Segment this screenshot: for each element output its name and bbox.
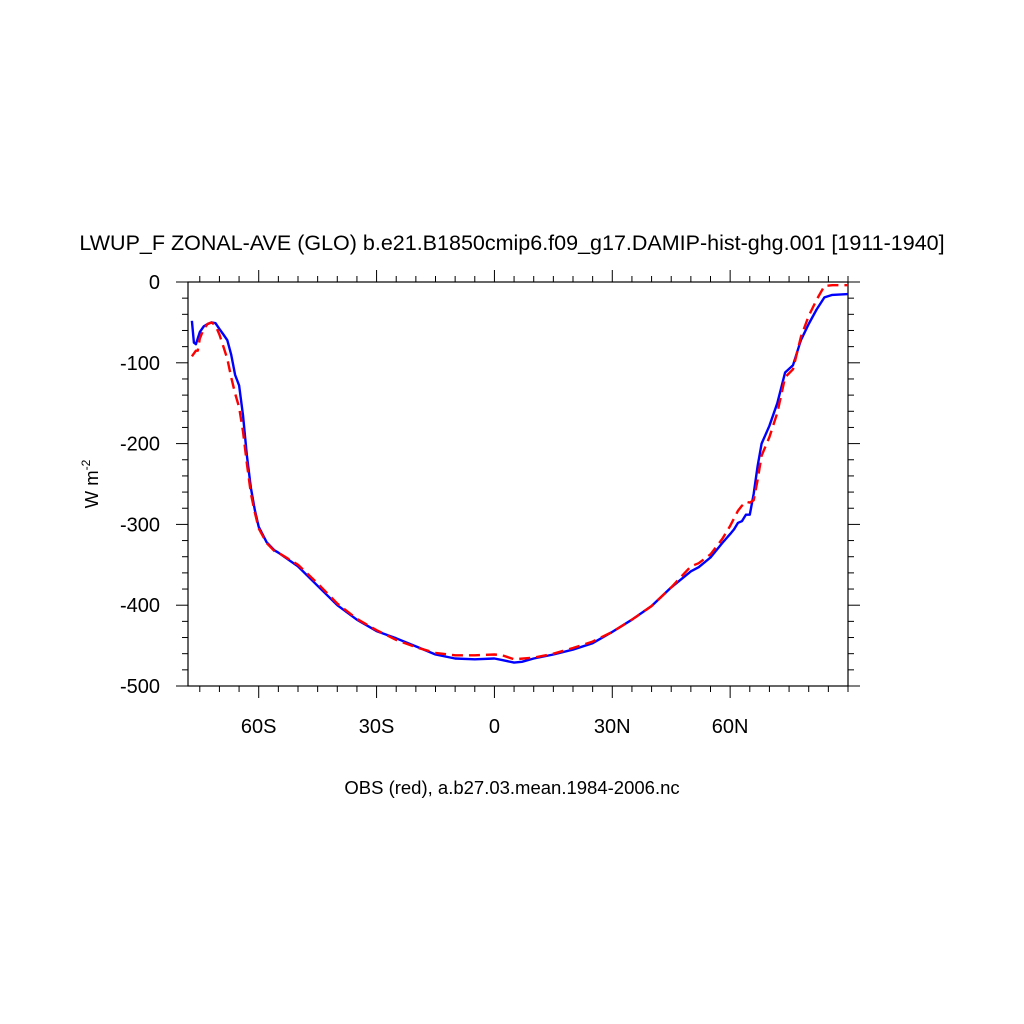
y-tick-label: -200 — [120, 434, 160, 456]
x-tick-label: 30S — [359, 716, 395, 738]
y-tick-label: -100 — [120, 353, 160, 375]
y-axis-label-exponent: -2 — [79, 459, 93, 470]
plot-area: 0 -100 -200 -300 -400 -500 60S 30S 0 30N 60N — [120, 270, 860, 738]
chart-title: LWUP_F ZONAL-AVE (GLO) b.e21.B1850cmip6.… — [79, 231, 944, 255]
x-tick-label: 30N — [594, 716, 631, 738]
x-tick-label: 0 — [489, 716, 500, 738]
x-axis-label: OBS (red), a.b27.03.mean.1984-2006.nc — [344, 777, 679, 798]
series-line-model — [190, 292, 849, 664]
y-tick-label: -400 — [120, 595, 160, 617]
y-axis-label: W m-2 — [79, 459, 102, 508]
x-tick-label: 60N — [712, 716, 749, 738]
y-tick-label: -300 — [120, 514, 160, 536]
y-tick-label: -500 — [120, 676, 160, 698]
y-tick-label: 0 — [149, 272, 160, 294]
series-line-obs — [190, 284, 848, 661]
y-axis-label-main: W m — [81, 470, 102, 508]
plot-frame — [187, 281, 849, 687]
x-tick-label: 60S — [241, 716, 277, 738]
